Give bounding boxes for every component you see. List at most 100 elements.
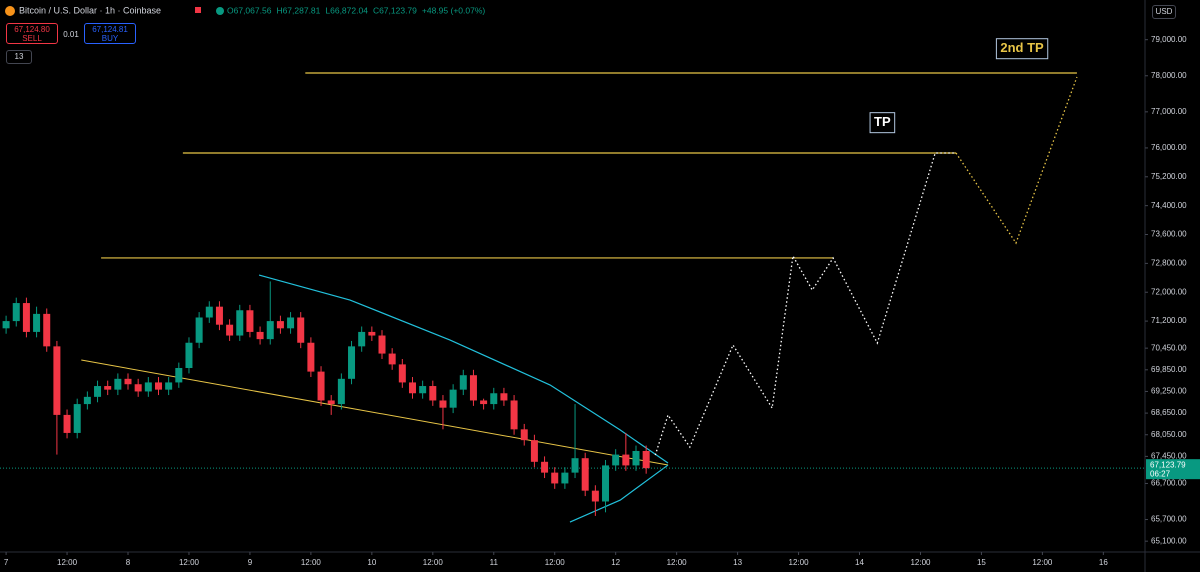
candle-body [185,342,193,368]
candle-body [358,331,366,347]
x-tick-label: 7 [4,558,9,567]
candle-body [449,389,457,408]
current-price-tag [1146,459,1200,480]
candle-body [348,346,356,379]
x-tick-label: 12:00 [301,558,322,567]
candle-body [246,310,254,332]
candle-body [256,331,264,340]
ohlc-label: H67,287.81 [276,5,320,15]
candle-body [490,393,498,405]
candle-body [378,335,386,354]
candle-body [175,368,183,383]
candle-body [622,454,630,466]
current-price-label: 67,123.79 [1150,460,1186,469]
y-tick-label: 69,250.00 [1151,387,1187,396]
x-tick-label: 12:00 [910,558,931,567]
candle-body [581,458,589,491]
candle-body [551,472,559,484]
candle-body [541,461,549,473]
candle-body [165,382,173,390]
y-tick-label: 72,800.00 [1151,258,1187,267]
candle-body [33,313,41,332]
candle-body [205,306,213,318]
y-tick-label: 68,050.00 [1151,430,1187,439]
x-tick-label: 8 [126,558,131,567]
annotation-box [995,38,1049,60]
candle-body [571,458,579,473]
candle-body [53,346,61,415]
x-tick-label: 12:00 [1032,558,1053,567]
candle-body [266,321,274,340]
y-tick-label: 72,000.00 [1151,287,1187,296]
ohlc-label: O67,067.56 [227,5,272,15]
candle-body [388,353,396,365]
status-dot [216,7,224,15]
x-tick-label: 11 [490,558,499,567]
sell-button[interactable]: 67,124.80 SELL [6,23,58,44]
y-tick-label: 76,000.00 [1151,143,1187,152]
y-tick-label: 69,850.00 [1151,365,1187,374]
candle-body [520,429,528,441]
candle-body [195,317,203,343]
y-tick-label: 70,450.00 [1151,343,1187,352]
candle-body [408,382,416,394]
candle-body [43,313,51,347]
countdown: 06:27 [1150,469,1171,478]
candle-body [459,375,467,390]
candle-body [226,324,234,336]
ohlc-label: C67,123.79 [373,5,417,15]
x-tick-label: 12:00 [57,558,78,567]
candle-body [124,378,132,385]
candle-body [480,400,488,405]
candle-body [73,404,81,433]
annotation: TP [874,114,891,129]
channel-lower [569,464,669,523]
sell-price: 67,124.80 [14,25,50,34]
channel-upper [258,274,669,464]
candle-body [12,303,20,322]
buy-button[interactable]: 67,124.81 BUY [84,23,136,44]
candle-body [530,440,538,462]
x-tick-label: 12 [611,558,620,567]
candle-body [83,396,91,405]
coin-icon [5,6,15,16]
interval-badge[interactable]: 13 [6,50,32,64]
ohlc-label: L66,872.04 [325,5,368,15]
candle-body [276,321,284,329]
candle-body [642,450,650,469]
candle-body [337,378,345,405]
y-tick-label: 78,000.00 [1151,71,1187,80]
candle-body [236,310,244,336]
candle-body [429,386,437,401]
candle-body [439,400,447,408]
buy-label: BUY [101,34,119,43]
currency-selector[interactable]: USD [1152,5,1176,19]
ohlc-label: +48.95 (+0.07%) [422,5,485,15]
y-tick-label: 68,650.00 [1151,408,1187,417]
x-tick-label: 16 [1099,558,1108,567]
candle-body [215,306,223,325]
x-tick-label: 9 [248,558,253,567]
candle-body [612,454,620,466]
candle-body [297,317,305,343]
candle-body [154,382,162,390]
buy-price: 67,124.81 [92,25,128,34]
candle-body [419,386,427,394]
x-tick-label: 12:00 [667,558,688,567]
candle-body [602,465,610,502]
x-tick-label: 12:00 [423,558,444,567]
candle-body [317,371,325,401]
candle-body [327,400,335,405]
projection-path-2 [955,76,1078,245]
candle-body [368,331,376,336]
candle-body [307,342,315,372]
x-tick-label: 13 [733,558,742,567]
sell-label: SELL [22,34,42,43]
candle-body [500,393,508,401]
y-tick-label: 71,200.00 [1151,316,1187,325]
flag-icon [195,7,201,13]
candle-body [561,472,569,484]
candle-body [63,414,71,433]
